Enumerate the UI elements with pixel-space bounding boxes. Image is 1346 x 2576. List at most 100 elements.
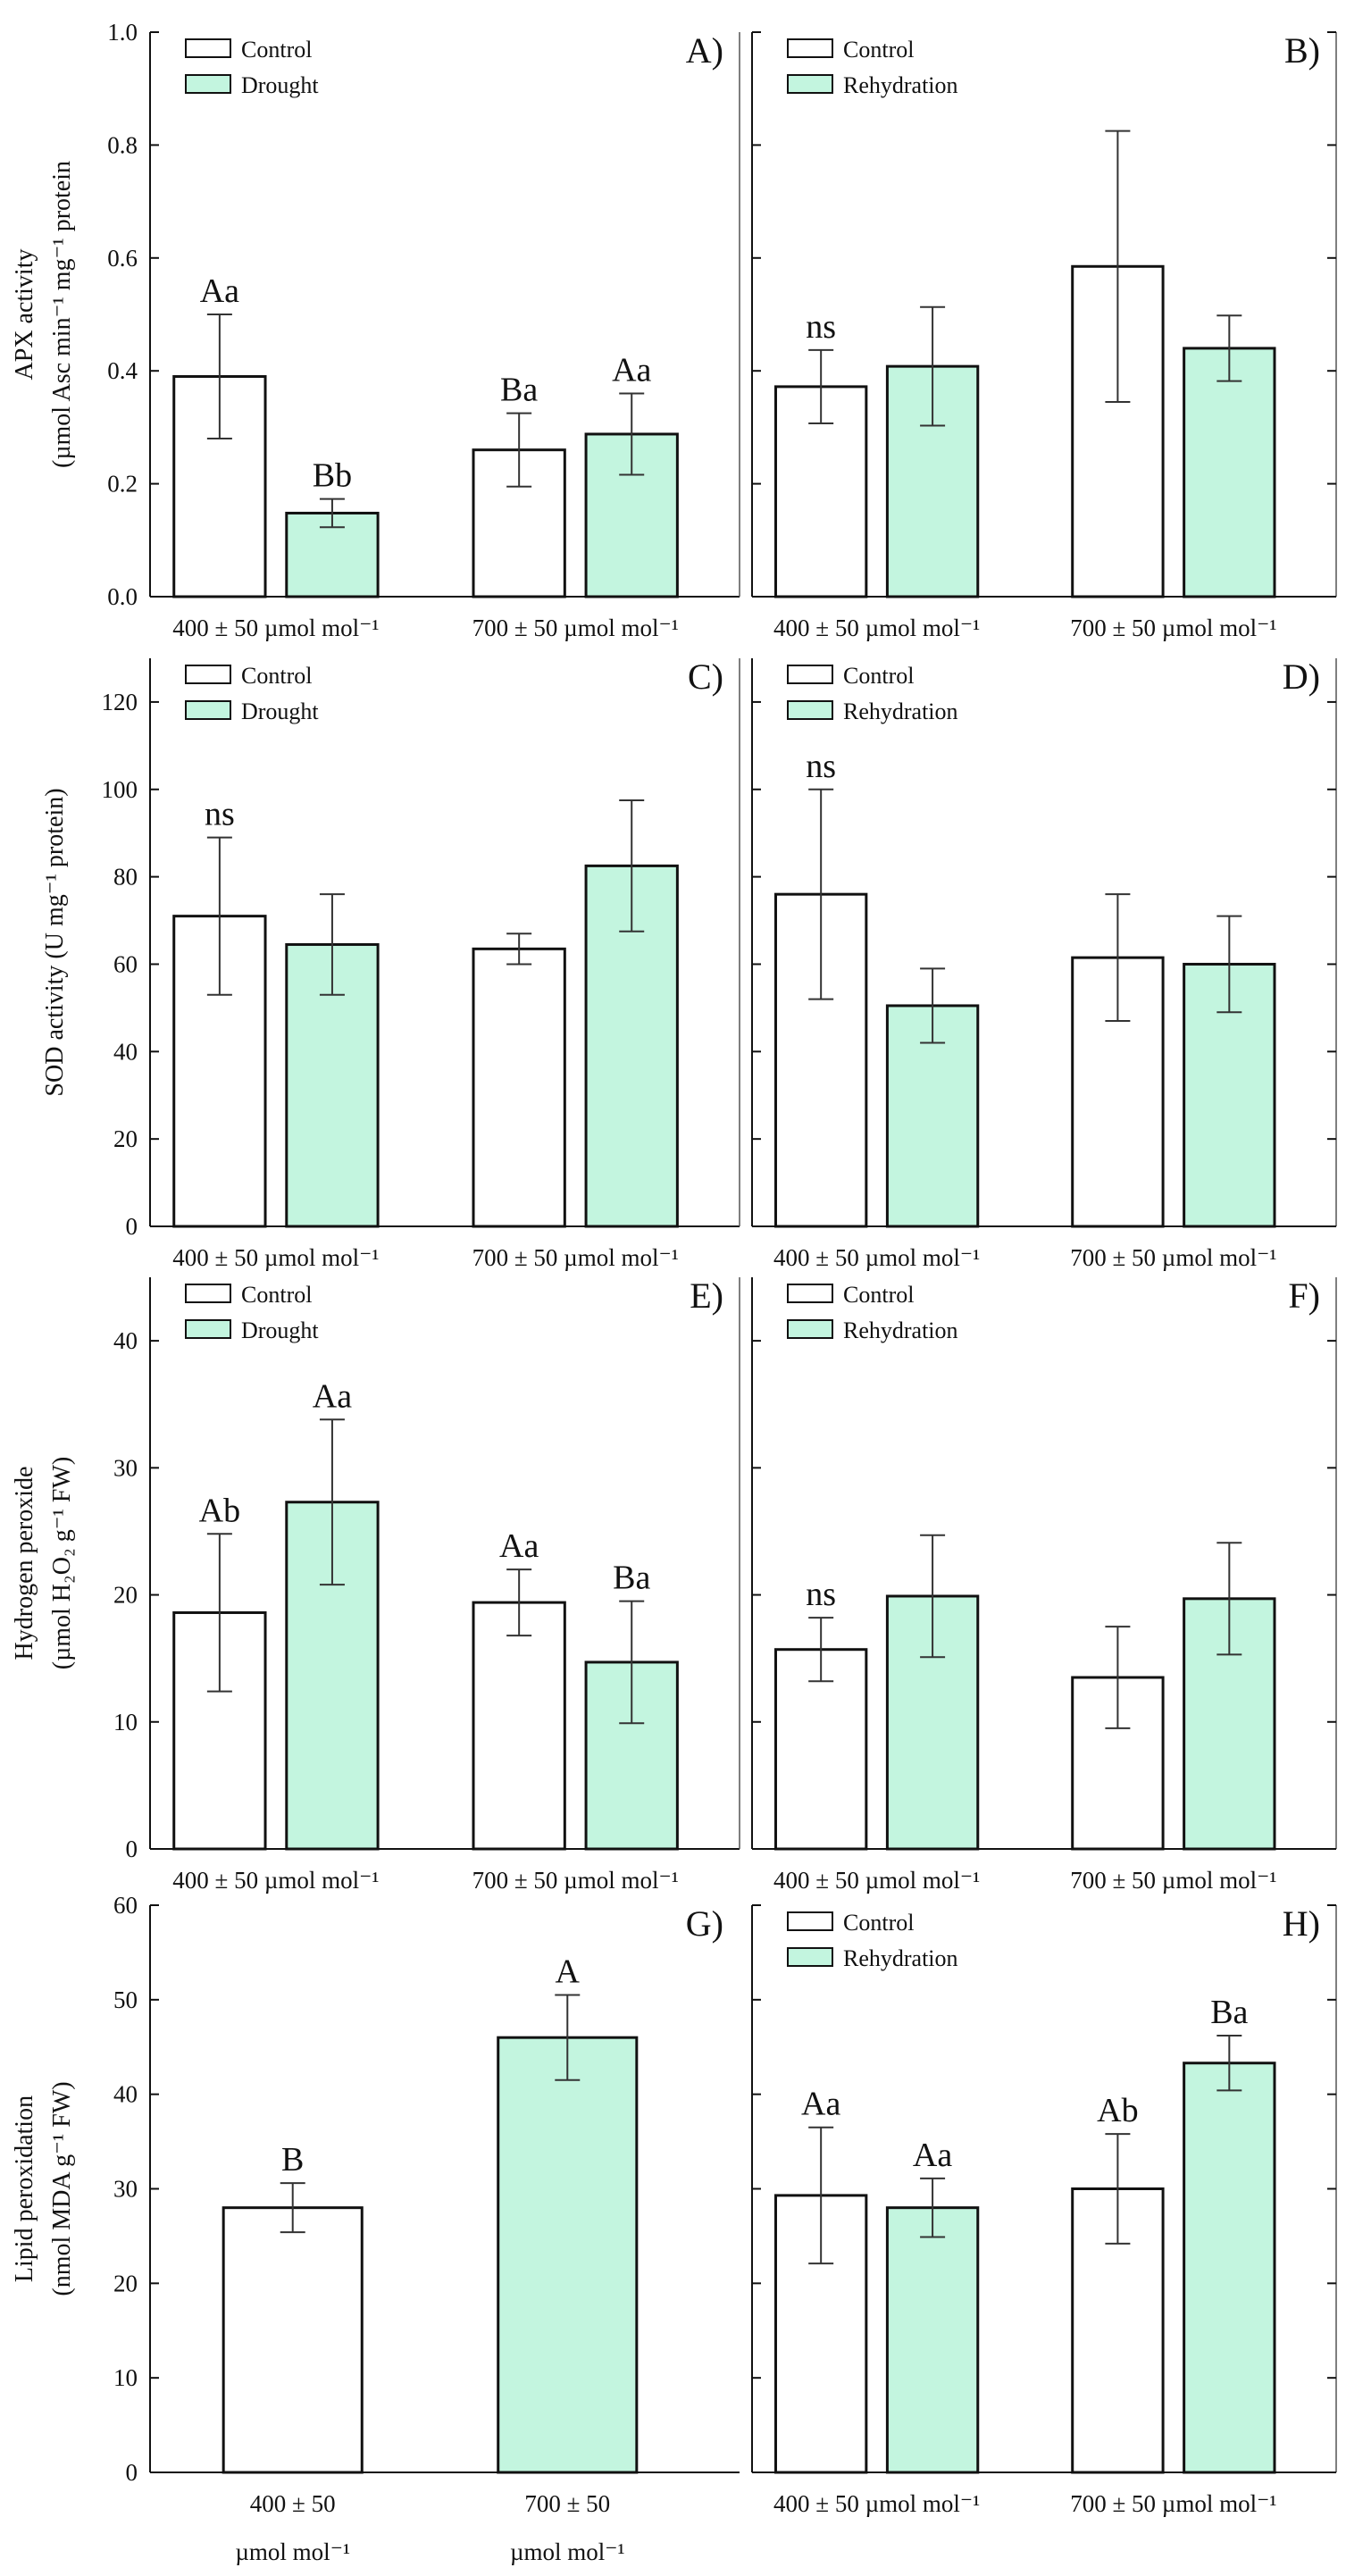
- legend-label-rehydration: Rehydration: [843, 698, 958, 724]
- y-tick-label: 60: [113, 950, 138, 977]
- bar-control-cat1: [472, 947, 566, 1228]
- legend-label-rehydration: Rehydration: [843, 72, 958, 98]
- y-tick-label: 10: [113, 2364, 138, 2391]
- y-axis-label: (µmol H₂O₂ g⁻¹ FW): [48, 1457, 76, 1669]
- x-category-label: 700 ± 50 µmol mol⁻¹: [472, 615, 679, 641]
- significance-label: Aa: [801, 2086, 840, 2123]
- y-tick-label: 30: [113, 2176, 138, 2203]
- chart-panel-b: B) Control Rehydration ns 400 ± 50 µmol mol⁻…: [751, 30, 1337, 641]
- panel-label: C): [688, 657, 723, 697]
- y-tick-label: 0.8: [107, 131, 138, 158]
- legend-swatch-rehydration: [787, 1319, 833, 1339]
- significance-label: Aa: [200, 272, 239, 310]
- legend-label-control: Control: [241, 37, 312, 63]
- bar-rehydration-cat0: [885, 2206, 980, 2474]
- x-category-label: 400 ± 50 µmol mol⁻¹: [773, 2490, 980, 2517]
- significance-label: ns: [806, 748, 836, 785]
- legend-swatch-drought: [185, 1319, 231, 1339]
- x-category-label-line2: µmol mol⁻¹: [235, 2538, 350, 2565]
- y-axis-label: (nmol MDA g⁻¹ FW): [48, 2081, 76, 2296]
- y-tick-label: 40: [113, 1038, 138, 1065]
- x-category-label: 400 ± 50 µmol mol⁻¹: [172, 615, 379, 641]
- chart-panel-d: D) Control Rehydration ns 400 ± 50 µmol mol⁻…: [751, 657, 1337, 1271]
- y-tick-label: 0.0: [107, 583, 138, 610]
- significance-label: Ba: [500, 372, 538, 409]
- legend-label-rehydration: Rehydration: [843, 1945, 958, 1971]
- y-tick-label: 20: [113, 1582, 138, 1609]
- legend-swatch-control: [787, 1284, 833, 1303]
- panel-label: B): [1284, 30, 1320, 71]
- significance-label: Aa: [913, 2137, 952, 2174]
- y-axis-label: Hydrogen peroxide: [11, 1467, 38, 1660]
- y-tick-label: 10: [113, 1709, 138, 1735]
- legend-label-drought: Drought: [241, 698, 319, 724]
- chart-panel-a: 0.0 0.2 0.4 0.6 0.8 1.0 APX activity (µmol Asc …: [11, 19, 740, 641]
- panel-label: H): [1283, 1903, 1320, 1944]
- significance-label: Bb: [313, 457, 352, 495]
- legend-swatch-control: [787, 1911, 833, 1931]
- bar-cat0: [222, 2206, 364, 2474]
- legend-swatch-control: [787, 38, 833, 58]
- x-category-label: 400 ± 50 µmol mol⁻¹: [773, 615, 980, 641]
- y-tick-label: 0.4: [107, 357, 138, 384]
- chart-panel-c: 0 20 40 60 80 100 120 SOD activity (U mg⁻¹ prot…: [41, 657, 740, 1271]
- y-tick-label: 60: [113, 1892, 138, 1919]
- chart-panel-f: F) Control Rehydration ns 400 ± 50 µmol mol⁻…: [751, 1275, 1337, 1894]
- x-category-label: 400 ± 50: [250, 2490, 336, 2517]
- y-tick-label: 40: [113, 2081, 138, 2108]
- bar-control-cat1: [472, 1601, 566, 1851]
- significance-label: Aa: [612, 351, 651, 389]
- y-tick-label: 120: [102, 689, 138, 715]
- legend-swatch-rehydration: [787, 74, 833, 94]
- significance-label: Ba: [613, 1560, 650, 1597]
- legend-label-control: Control: [241, 663, 312, 689]
- legend-label-drought: Drought: [241, 72, 319, 98]
- significance-label: ns: [205, 796, 235, 833]
- x-category-label: 700 ± 50 µmol mol⁻¹: [1070, 1244, 1276, 1271]
- y-axis-label: (µmol Asc min⁻¹ mg⁻¹ protein: [48, 161, 76, 468]
- x-category-label: 700 ± 50 µmol mol⁻¹: [1070, 1867, 1276, 1894]
- x-category-label: 400 ± 50 µmol mol⁻¹: [773, 1867, 980, 1894]
- panel-label: A): [686, 30, 723, 71]
- bar-control-cat0: [773, 1648, 868, 1851]
- x-category-label: 700 ± 50 µmol mol⁻¹: [1070, 2490, 1276, 2517]
- panel-label: G): [686, 1903, 723, 1944]
- x-category-label: 700 ± 50 µmol mol⁻¹: [472, 1244, 679, 1271]
- y-tick-label: 0.2: [107, 471, 138, 498]
- x-category-label-line2: µmol mol⁻¹: [510, 2538, 625, 2565]
- y-tick-label: 20: [113, 1125, 138, 1152]
- y-tick-label: 30: [113, 1454, 138, 1481]
- y-tick-label: 0.6: [107, 245, 138, 272]
- chart-panel-e: 0 10 20 30 40 Hydrogen peroxide (µmol H₂O₂ g⁻¹…: [11, 1275, 740, 1894]
- y-tick-label: 80: [113, 864, 138, 891]
- x-category-label: 700 ± 50: [524, 2490, 610, 2517]
- legend-label-control: Control: [843, 663, 914, 689]
- significance-label: Aa: [499, 1527, 539, 1565]
- y-tick-label: 50: [113, 1986, 138, 2013]
- panel-label: F): [1288, 1275, 1320, 1316]
- legend-label-rehydration: Rehydration: [843, 1317, 958, 1343]
- legend-label-control: Control: [843, 37, 914, 63]
- legend-swatch-control: [787, 665, 833, 684]
- legend-swatch-control: [185, 1284, 231, 1303]
- x-category-label: 400 ± 50 µmol mol⁻¹: [172, 1867, 379, 1894]
- legend-swatch-control: [185, 38, 231, 58]
- significance-label: ns: [806, 1576, 836, 1613]
- significance-label: Ab: [1097, 2092, 1138, 2129]
- x-category-label: 400 ± 50 µmol mol⁻¹: [172, 1244, 379, 1271]
- significance-label: ns: [806, 308, 836, 346]
- x-category-label: 700 ± 50 µmol mol⁻¹: [472, 1867, 679, 1894]
- significance-label: Aa: [313, 1377, 352, 1415]
- legend-swatch-control: [185, 665, 231, 684]
- x-category-label: 700 ± 50 µmol mol⁻¹: [1070, 615, 1276, 641]
- significance-label: Ba: [1210, 1994, 1248, 2031]
- bar-cat1: [497, 2036, 639, 2474]
- legend-swatch-rehydration: [787, 700, 833, 720]
- bar-rehydration-cat0: [885, 1004, 980, 1228]
- x-category-label: 400 ± 50 µmol mol⁻¹: [773, 1244, 980, 1271]
- chart-panel-h: H) Control Rehydration Aa Aa Ab Ba 400 ± 50 µmo…: [751, 1903, 1337, 2517]
- y-tick-label: 0: [126, 1213, 138, 1240]
- y-tick-label: 0: [126, 2459, 138, 2486]
- legend-label-control: Control: [241, 1282, 312, 1308]
- legend-swatch-drought: [185, 74, 231, 94]
